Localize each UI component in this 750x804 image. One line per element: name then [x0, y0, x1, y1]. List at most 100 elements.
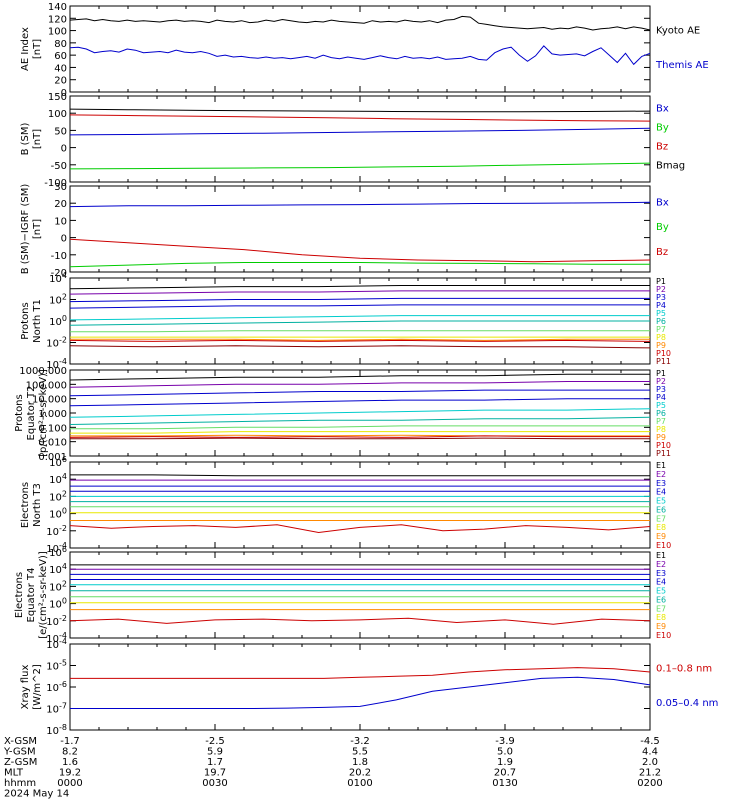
series-line-p5 [69, 408, 651, 418]
y-axis-label: Electrons [20, 482, 31, 528]
series-line-p11 [69, 345, 651, 349]
ytick-label: 102 [49, 579, 67, 593]
legend-label: E3 [656, 479, 666, 488]
series-line-p5 [69, 315, 650, 321]
legend-label: By [656, 122, 669, 133]
legend-label: E7 [656, 604, 666, 613]
series-line-bz [69, 114, 651, 122]
legend-label: E5 [656, 587, 666, 596]
panel-frame [69, 369, 651, 457]
legend-label: E9 [656, 532, 666, 541]
legend-label: P1 [656, 277, 666, 286]
footer-value: -3.2 [350, 736, 370, 747]
footer-row-label: 2024 May 14 [4, 789, 69, 800]
legend-label: P6 [656, 317, 666, 326]
legend-label: P5 [656, 309, 666, 318]
series-line-p4 [69, 398, 650, 407]
ytick-label: 150 [48, 92, 67, 103]
legend-label: By [656, 222, 669, 233]
series-line-by [69, 162, 651, 170]
legend-label: E9 [656, 622, 666, 631]
ytick-label: 100 [49, 507, 67, 521]
legend-label: E7 [656, 514, 666, 523]
footer-value: 1.9 [497, 757, 513, 768]
ytick-label: 10-5 [46, 659, 67, 673]
series-line-p2 [69, 381, 650, 388]
ytick-label: 20 [54, 76, 67, 87]
legend-label: P5 [656, 401, 666, 410]
legend-label: P10 [656, 349, 671, 358]
ytick-label: 100 [49, 314, 67, 328]
series-line-bz [69, 238, 651, 263]
ytick-label: 10-6 [46, 680, 67, 694]
legend-label: P8 [656, 425, 666, 434]
legend-label: E4 [656, 578, 666, 587]
footer-value: 1.7 [207, 757, 223, 768]
legend-label: Bmag [656, 161, 685, 172]
panel-proteq: 0.001 0.010 0.100 1.000 10.000 100.000 1000.00… [14, 366, 671, 463]
ytick-label: 106 [49, 545, 67, 559]
series-line-p1 [69, 285, 650, 290]
legend-label: Kyoto AE [656, 26, 700, 37]
ytick-label: 40 [54, 63, 67, 74]
y-axis-label: [W/m^2] [32, 664, 43, 710]
y-axis-label: Xray flux [20, 665, 31, 710]
panel-bsm: -100 -50 0 50 100 150 B (SM) [nT] Bx By Bz Bmag [20, 92, 685, 189]
y-axis-label: [nT] [32, 219, 43, 239]
legend-label: P4 [656, 301, 666, 310]
panel-xray: 10-8 10-7 10-6 10-5 10-4 Xray flux [W/m^2] 0.1–… [20, 637, 718, 737]
footer-value: -1.7 [60, 736, 80, 747]
series-line-p7 [70, 425, 650, 430]
footer-value: 21.2 [639, 768, 661, 779]
footer-value: 4.4 [642, 747, 658, 758]
legend-label: P11 [656, 357, 671, 366]
ytick-label: 10-4 [46, 637, 67, 651]
series-line-0-05-0-4-nm [70, 676, 651, 709]
ytick-label: -10 [51, 251, 67, 262]
series-line-p10 [69, 435, 650, 438]
series-line-p10 [69, 339, 651, 342]
legend-label: Bz [656, 142, 668, 153]
legend-label: E10 [656, 631, 671, 640]
series-line-themis-ae [69, 45, 651, 66]
series-line-by [69, 262, 650, 268]
footer-value: 5.9 [207, 747, 223, 758]
legend-label: Bx [656, 103, 669, 114]
y-axis-label: [nT] [32, 39, 43, 59]
legend-label: E1 [656, 551, 666, 560]
y-axis-label: [nT] [32, 129, 43, 149]
ytick-label: 106 [49, 455, 67, 469]
ytick-label: 1.000 [38, 409, 67, 420]
footer-value: 19.2 [59, 768, 81, 779]
ytick-label: 0 [61, 144, 67, 155]
ytick-label: 0.010 [38, 438, 67, 449]
series-line-bmag [69, 108, 651, 113]
ytick-label: 20 [54, 199, 67, 210]
legend-label: 0.1–0.8 nm [656, 664, 712, 675]
legend-label: E3 [656, 569, 666, 578]
legend-label: 0.05–0.4 nm [656, 698, 718, 709]
legend-label: P7 [656, 325, 666, 334]
ytick-label: 0 [61, 234, 67, 245]
ytick-label: -20 [51, 268, 67, 279]
panel-frame [69, 95, 651, 183]
legend-label: P1 [656, 369, 666, 378]
legend-label: P2 [656, 285, 666, 294]
y-axis-label: Electrons [14, 572, 25, 618]
footer-value: 20.2 [349, 768, 371, 779]
footer-value: 0000 [57, 778, 82, 789]
ytick-label: 30 [54, 182, 67, 193]
y-axis-label: North T3 [32, 483, 43, 527]
footer-value: 5.5 [352, 747, 368, 758]
footer-row-label: Y-GSM [3, 747, 36, 758]
footer-value: 1.6 [62, 757, 78, 768]
legend-label: P9 [656, 341, 666, 350]
ytick-label: 10.000 [32, 395, 67, 406]
series-line-p9 [70, 338, 650, 341]
ytick-label: 10-7 [46, 702, 67, 716]
series-line-p6 [69, 320, 650, 326]
y-axis-label: B (SM)−IGRF (SM) [20, 184, 31, 275]
legend-label: E5 [656, 497, 666, 506]
